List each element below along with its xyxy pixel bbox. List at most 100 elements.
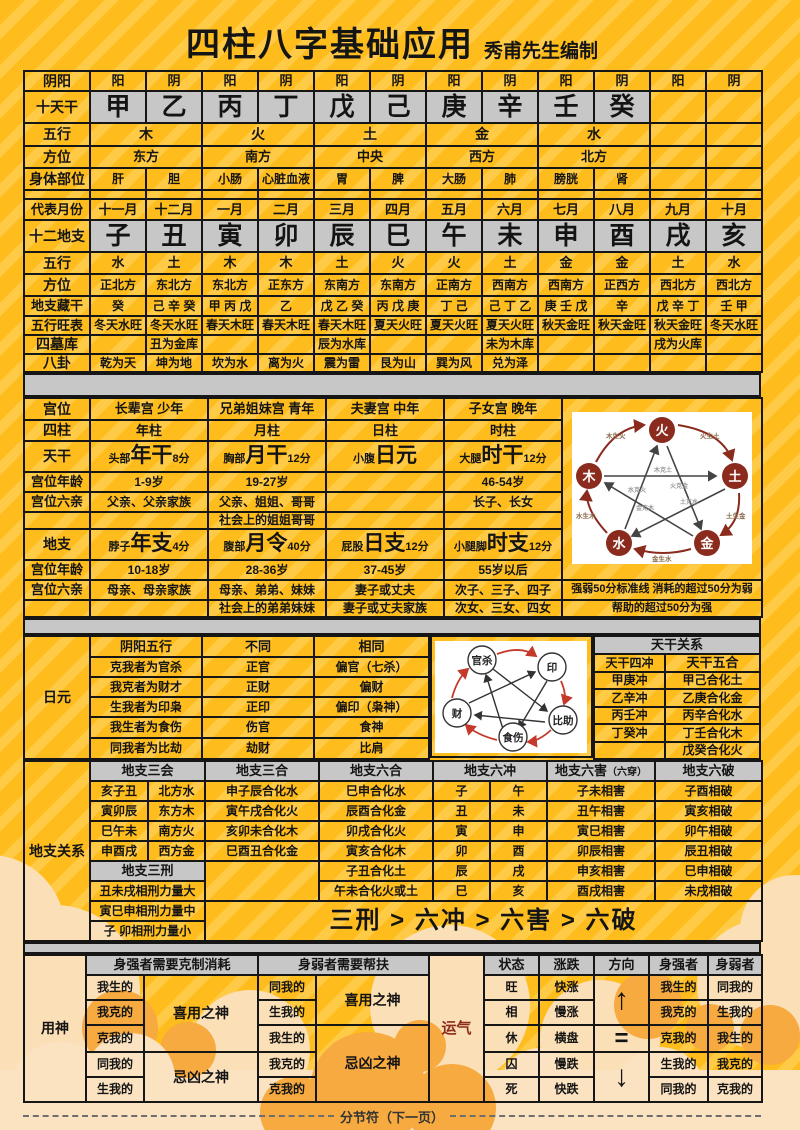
dashed-line xyxy=(23,1115,334,1118)
cell: 阳 xyxy=(425,70,483,92)
cell: 寅 xyxy=(201,219,259,253)
cell xyxy=(145,189,203,200)
col-header: 地支六害（六穿） xyxy=(546,760,657,782)
col-header: 身强者需要克制消耗 xyxy=(84,954,260,976)
cell: 冬天水旺 xyxy=(145,315,203,336)
cell: 囚 xyxy=(483,1051,541,1079)
cell: 金 xyxy=(593,251,651,275)
cell: 东南方 xyxy=(313,273,371,297)
table-row: 地支三刑 子丑合化土 辰戌 申亥相害 巳申相破 xyxy=(24,860,764,902)
cell: 七月 xyxy=(537,198,595,221)
cell xyxy=(369,189,427,200)
cell: 庚 xyxy=(425,90,483,124)
row-label: 代表月份 xyxy=(23,198,91,221)
cell: 卯 xyxy=(257,219,315,253)
row-branch-directions: 方位 正北方 东北方 东北方 正东方 东南方 东南方 正南方 西南方 西南方 正西方 西北方 西北方 xyxy=(23,273,763,297)
cell xyxy=(705,189,763,200)
cell: 未为木库 xyxy=(481,334,539,355)
row-label: 四墓库 xyxy=(23,334,91,355)
cell xyxy=(257,334,315,355)
cell: 小腿脚时支12分 xyxy=(443,528,563,561)
cell xyxy=(89,511,209,530)
cell: 妻子或丈夫家族 xyxy=(325,599,445,618)
svg-text:土克水: 土克水 xyxy=(680,498,699,506)
cell: 我生者为食伤 xyxy=(89,716,203,739)
cell xyxy=(257,189,315,200)
cell: 子女宫 晚年 xyxy=(443,397,563,421)
cell: 巽为风 xyxy=(425,353,483,373)
unfavorable-god-cell: 忌凶之神 xyxy=(315,1023,431,1104)
svg-text:水克火: 水克火 xyxy=(628,486,647,494)
cell: 酉戌相害 xyxy=(546,880,657,902)
cell xyxy=(592,740,666,761)
cell: 我克的 xyxy=(85,999,145,1026)
body-part: 胸部 xyxy=(223,453,246,466)
cell: 正西方 xyxy=(593,273,651,297)
cell xyxy=(537,334,595,355)
cell: 阴 xyxy=(481,70,539,92)
row-label: 十二地支 xyxy=(23,219,91,253)
cell: 次子、三子、四子 xyxy=(443,579,563,601)
five-elements-cell: 木生火 火生土 土生金 金生水 水生木 木克土 土克水 水克火 火克金 金克木 … xyxy=(561,397,763,581)
cell: 春天木旺 xyxy=(257,315,315,336)
yongshen-luck-table: 用神 身强者需要克制消耗 身弱者需要帮扶 运气 状态 涨跌 方向 身强者 身弱者… xyxy=(23,953,764,1104)
cell: 丑 xyxy=(432,800,492,822)
cell: 脖子年支4分 xyxy=(89,528,209,561)
body-part: 脖子 xyxy=(108,541,131,554)
cell: 未 xyxy=(481,219,539,253)
cell: 克我的 xyxy=(257,1076,318,1104)
cell: 正财 xyxy=(201,676,315,698)
cell: 甲 xyxy=(89,90,147,124)
cell: 秋天金旺 xyxy=(537,315,595,336)
cell: 南方火 xyxy=(146,820,207,842)
table-row: 申酉戌 西方金 巳酉丑合化金 寅亥合化木 卯酉 卯辰相害 辰丑相破 xyxy=(24,840,764,862)
cell: 土 xyxy=(481,251,539,275)
five-elements-diagram: 木生火 火生土 土生金 金生水 水生木 木克土 土克水 水克火 火克金 金克木 … xyxy=(572,411,752,564)
svg-text:金克木: 金克木 xyxy=(635,504,655,512)
cell: 火 xyxy=(201,122,315,147)
cell: 小腹日元 xyxy=(325,440,445,473)
palace-term: 年干 xyxy=(130,444,173,468)
svg-text:印: 印 xyxy=(547,662,558,674)
cell: 九月 xyxy=(649,198,707,221)
row-hidden-stems: 地支藏干 癸己 辛 癸甲 丙 戊乙戊 乙 癸丙 戊 庚丁 己己 丁 乙庚 壬 戊… xyxy=(23,295,763,317)
cell: 丙 xyxy=(201,90,259,124)
cell: 辛 xyxy=(481,90,539,124)
cell: 己 丁 乙 xyxy=(481,295,539,317)
table-row: 同我者为比劫 劫财 比肩 xyxy=(24,737,430,760)
row-label: 五行 xyxy=(23,122,91,147)
cell: 正印 xyxy=(201,696,315,718)
cell: 春天木旺 xyxy=(201,315,259,336)
table-row: 寅巳申相刑力量中 三刑 > 六冲 > 六害 > 六破 xyxy=(24,900,764,942)
cell: 胸部月干12分 xyxy=(207,440,327,473)
cell: 辰为水库 xyxy=(313,334,371,355)
header-row: 日元 阴阳五行 不同 相同 xyxy=(23,635,430,760)
cell xyxy=(705,90,763,124)
table-row: 丑未戌相刑力量大 午未合化火或土 巳亥 酉戌相害 未戌相破 xyxy=(24,880,764,902)
cell: 阴 xyxy=(593,70,651,92)
palace-term: 时干 xyxy=(481,444,524,468)
cell: 兄弟姐妹宫 青年 xyxy=(207,397,327,421)
cell xyxy=(443,511,563,530)
body-part: 小腿脚 xyxy=(453,541,487,554)
score: 4分 xyxy=(172,541,190,554)
cell: 丁壬合化木 xyxy=(663,723,762,743)
cell: 中央 xyxy=(313,145,427,169)
cell: 次女、三女、四女 xyxy=(443,599,563,618)
cell: 西南方 xyxy=(537,273,595,297)
cell: 日柱 xyxy=(325,419,445,442)
cell: 兑为泽 xyxy=(481,353,539,373)
col-header: 阴阳五行 xyxy=(89,635,203,658)
body-part: 头部 xyxy=(108,453,131,466)
cell: 胆 xyxy=(145,167,203,191)
cell: 乙 xyxy=(257,295,315,317)
table-row: 甲庚冲 甲己合化土 xyxy=(592,670,762,691)
cell: 我克的 xyxy=(707,1051,764,1079)
cell: 甲庚冲 xyxy=(592,670,666,691)
cell: 伤官 xyxy=(201,716,315,739)
cell: 戊癸合化火 xyxy=(663,740,762,761)
row-label: 天干 xyxy=(23,440,91,473)
col-header: 地支六冲 xyxy=(432,760,549,782)
cell: 年柱 xyxy=(89,419,209,442)
